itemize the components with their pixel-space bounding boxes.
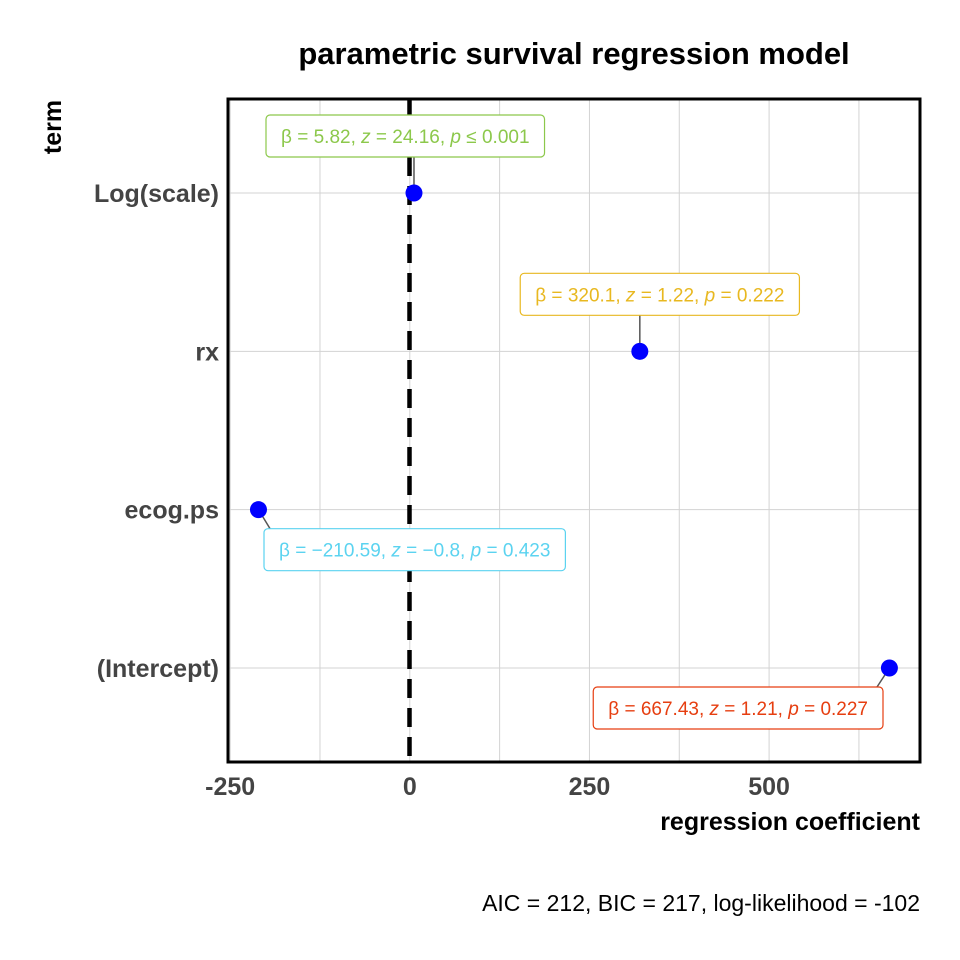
coefficient-label-box — [265, 114, 546, 158]
plot-border — [226, 97, 922, 764]
y-tick-label: ecog.ps — [125, 497, 219, 525]
coefficient-label: β = 667.43, z = 1.21, p = 0.227 — [608, 699, 868, 720]
coefficient-label-box — [263, 528, 566, 572]
x-axis-tick-labels: -250 0 250 500 — [205, 773, 790, 801]
coefficient-point — [249, 501, 267, 519]
y-axis-tick-labels: Log(scale) rx ecog.ps (Intercept) — [94, 180, 219, 683]
x-tick-label: 500 — [748, 773, 790, 801]
y-axis-title: term — [39, 100, 67, 154]
x-tick-label: -250 — [205, 773, 255, 801]
model-fit-caption: AIC = 212, BIC = 217, log-likelihood = -… — [482, 890, 920, 916]
coefficient-point — [880, 659, 898, 677]
annotation-labels: β = 5.82, z = 24.16, p ≤ 0.001 β = 320.1,… — [263, 114, 884, 730]
coefficient-label-box — [519, 272, 801, 316]
coefficient-label-box — [592, 686, 884, 730]
coefficient-label: β = 320.1, z = 1.22, p = 0.222 — [535, 285, 784, 306]
x-axis-title: regression coefficient — [660, 808, 920, 836]
x-tick-label: 0 — [403, 773, 417, 801]
x-tick-label: 250 — [569, 773, 611, 801]
grid-lines — [228, 99, 920, 762]
coefficient-label: β = −210.59, z = −0.8, p = 0.423 — [279, 541, 550, 562]
coefficient-point — [405, 184, 423, 202]
coefficient-label: β = 5.82, z = 24.16, p ≤ 0.001 — [281, 127, 530, 148]
y-tick-label: (Intercept) — [97, 655, 219, 683]
data-points — [249, 184, 898, 677]
coefficient-point — [631, 342, 649, 360]
y-tick-label: rx — [195, 338, 219, 366]
chart-title: parametric survival regression model — [298, 36, 849, 71]
y-tick-label: Log(scale) — [94, 180, 219, 208]
label-connectors — [257, 157, 891, 688]
